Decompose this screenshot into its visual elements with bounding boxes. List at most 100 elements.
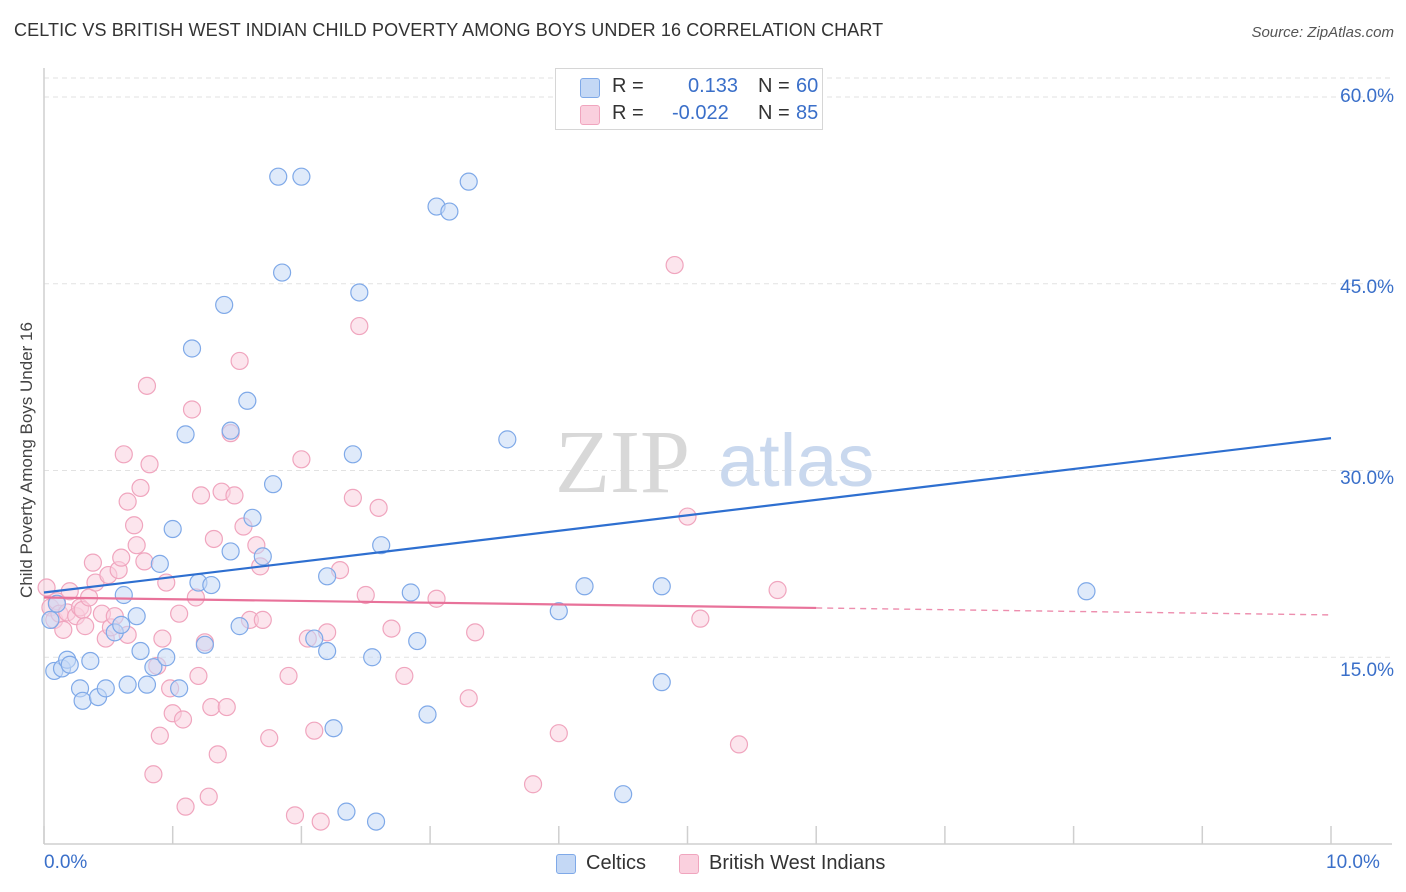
bwi-trend-line	[43, 596, 817, 610]
celtics-point	[1077, 582, 1096, 601]
bwi-point	[225, 486, 244, 505]
bwi-point	[124, 516, 144, 535]
celtics-point	[41, 610, 60, 630]
bwi-point	[83, 553, 103, 572]
celtics-point	[401, 583, 420, 602]
celtics-point	[81, 651, 100, 671]
bwi-point	[176, 797, 195, 816]
bwi-point	[118, 492, 137, 511]
celtics-point	[170, 679, 189, 698]
bwi-point	[382, 619, 401, 638]
celtics-point	[318, 567, 337, 586]
bwi-swatch	[679, 854, 699, 874]
bwi-point	[311, 812, 330, 831]
celtics-point	[253, 547, 272, 566]
celtics-point	[652, 577, 671, 596]
celtics-point	[366, 812, 386, 831]
bwi-point	[665, 255, 684, 275]
n-value: 85	[796, 102, 819, 124]
bwi-point	[395, 666, 414, 686]
bwi-point	[173, 710, 193, 729]
celtics-point	[408, 631, 427, 651]
bwi-point	[305, 721, 324, 740]
bwi-point	[170, 604, 189, 623]
celtics-point	[182, 339, 202, 358]
bwi-point	[199, 787, 218, 806]
celtics-point	[137, 675, 157, 694]
bwi-point	[292, 450, 311, 469]
bwi-point	[127, 536, 146, 555]
bwi-point	[191, 486, 211, 505]
celtics-point	[337, 802, 356, 821]
celtics-point	[230, 617, 249, 636]
celtics-point	[459, 172, 478, 191]
n-value: 60	[796, 75, 819, 97]
bwi-point	[131, 478, 150, 498]
celtics-point	[157, 648, 176, 667]
celtics-point	[318, 641, 337, 661]
bwi-point	[343, 488, 362, 507]
celtics-point	[614, 785, 633, 804]
celtics-point	[363, 648, 382, 667]
axes	[43, 68, 1392, 845]
bwi-point	[140, 455, 159, 474]
celtics-point	[498, 430, 517, 449]
celtics-point	[202, 575, 221, 595]
bwi-point	[549, 724, 568, 743]
bwi-point	[153, 629, 172, 648]
bwi-point	[691, 609, 710, 628]
bwi-point	[208, 745, 227, 764]
celtics-point	[195, 635, 214, 654]
series-british-west-indians	[37, 255, 787, 831]
celtics-point	[343, 445, 362, 464]
celtics-point	[549, 602, 568, 621]
trend-lines	[43, 437, 1332, 616]
bwi-point	[76, 617, 95, 636]
celtics-point	[324, 719, 343, 738]
celtics-swatch	[580, 78, 600, 98]
r-value: 0.133	[688, 75, 739, 97]
bwi-point	[144, 765, 163, 784]
celtics-point	[269, 167, 288, 186]
celtics-point	[372, 536, 391, 555]
source-label: Source: ZipAtlas.com	[1251, 24, 1394, 41]
r-label: R =	[612, 75, 644, 97]
celtics-point	[305, 629, 324, 648]
celtics-point	[292, 167, 311, 186]
celtics-point	[127, 607, 146, 626]
celtics-point	[73, 691, 92, 710]
legend-stats: R = 0.133 N = 60 R = -0.022 N = 85	[555, 68, 823, 130]
bwi-point	[459, 689, 478, 708]
bwi-point	[204, 529, 223, 549]
celtics-point	[652, 673, 671, 692]
y-tick-15: 15.0%	[1340, 660, 1394, 681]
bwi-point	[350, 316, 369, 336]
celtics-point	[221, 421, 240, 440]
celtics-point	[60, 655, 79, 674]
celtics-point	[114, 585, 133, 605]
r-label: R =	[612, 102, 644, 124]
celtics-point	[176, 425, 195, 444]
bwi-point	[182, 400, 202, 419]
y-tick-45: 45.0%	[1340, 277, 1394, 298]
bwi-point	[186, 588, 205, 607]
celtics-point	[263, 475, 283, 494]
chart-title: CELTIC VS BRITISH WEST INDIAN CHILD POVE…	[14, 20, 884, 40]
bwi-point	[189, 666, 208, 686]
celtics-point	[96, 679, 115, 698]
bwi-point	[427, 589, 446, 608]
bwi-point	[356, 585, 375, 605]
bwi-point	[150, 726, 169, 745]
bwi-point	[285, 806, 305, 825]
bwi-point	[114, 445, 133, 464]
watermark-atlas: atlas	[718, 419, 874, 502]
celtics-point	[575, 577, 594, 596]
celtics-point	[243, 508, 262, 527]
celtics-point	[112, 615, 131, 634]
watermark-zip: ZIP	[555, 413, 690, 512]
bwi-point	[112, 548, 131, 567]
bwi-point	[523, 775, 543, 794]
celtics-point	[118, 675, 137, 694]
bwi-point	[54, 620, 73, 639]
